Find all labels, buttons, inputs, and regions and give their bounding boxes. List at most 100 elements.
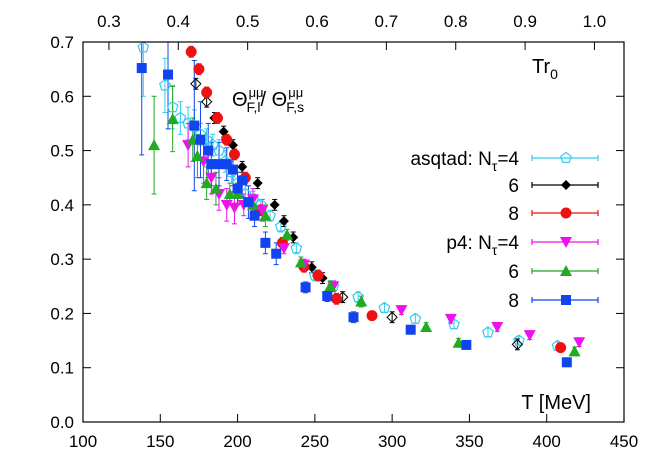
series-1-point bbox=[200, 96, 213, 108]
series-5-point bbox=[237, 175, 248, 186]
series-4-point bbox=[166, 113, 179, 125]
series-5-point bbox=[260, 237, 271, 248]
series-3-point bbox=[228, 202, 241, 214]
series-0-point bbox=[290, 242, 303, 254]
series-4-point bbox=[420, 321, 433, 332]
series-1-point bbox=[306, 262, 317, 273]
legend-label-2: 8 bbox=[508, 204, 519, 225]
y-tick-label: 0.1 bbox=[50, 359, 74, 378]
series-3-point bbox=[523, 330, 536, 342]
x2-tick-label: 0.7 bbox=[375, 12, 399, 31]
series-0-point bbox=[137, 41, 150, 53]
x-tick-label: 400 bbox=[533, 432, 561, 451]
data-markers bbox=[136, 41, 586, 368]
series-1-point bbox=[511, 338, 524, 351]
x-tick-label: 250 bbox=[301, 432, 329, 451]
series-2-point bbox=[366, 310, 378, 322]
legend-marker-5 bbox=[561, 295, 571, 305]
legend-marker-4 bbox=[560, 265, 572, 276]
y-tick-label: 0.7 bbox=[50, 33, 74, 52]
series-0-point bbox=[409, 312, 422, 324]
x2-label-sub: 0 bbox=[550, 66, 558, 82]
series-4-point bbox=[568, 345, 581, 357]
legend-label-main: 6 bbox=[508, 262, 519, 283]
x2-axis-label: Tr0 bbox=[532, 56, 558, 82]
series-3-point bbox=[573, 337, 586, 349]
x2-tick-label: 1.0 bbox=[583, 12, 607, 31]
legend-marker-3 bbox=[560, 237, 572, 248]
series-2-point bbox=[201, 86, 213, 98]
series-1-point bbox=[288, 232, 299, 243]
axis-ticks: 100 150 200 250 300 350 400 450 0.0 0.1 0.2 0.3 0.4 0… bbox=[50, 12, 638, 451]
legend-label-5: 8 bbox=[508, 291, 519, 312]
legend-label-1: 6 bbox=[508, 176, 519, 197]
x-tick-label: 350 bbox=[455, 432, 483, 451]
ratio-den-sup: μμ bbox=[288, 85, 303, 100]
series-5-point bbox=[189, 120, 200, 131]
series-4-point bbox=[200, 177, 213, 189]
series-0-point bbox=[481, 326, 494, 338]
series-1-point bbox=[269, 199, 280, 210]
series-5-point bbox=[221, 159, 232, 170]
series-4-point bbox=[355, 295, 368, 307]
series-2-point bbox=[193, 63, 205, 75]
series-4-point bbox=[259, 209, 272, 221]
ratio-sep: / bbox=[261, 89, 272, 111]
series-3-point bbox=[205, 172, 218, 184]
ratio-num-sup: μμ bbox=[249, 85, 264, 100]
series-5-point bbox=[163, 69, 174, 80]
series-0-point bbox=[378, 301, 391, 313]
series-1-point bbox=[218, 126, 229, 137]
series-1-point bbox=[386, 311, 398, 323]
series-2-point bbox=[228, 148, 240, 160]
series-4-point bbox=[281, 228, 294, 240]
legend-label-3: p4: Nτ=4 bbox=[446, 233, 519, 258]
legend-label-sub: τ bbox=[492, 158, 498, 174]
series-5-point bbox=[203, 145, 214, 156]
series-2-point bbox=[221, 134, 233, 146]
x-tick-label: 200 bbox=[223, 432, 251, 451]
series-5-point bbox=[249, 210, 260, 221]
y-tick-label: 0.0 bbox=[50, 413, 74, 432]
series-1-point bbox=[190, 78, 202, 90]
series-4-point bbox=[191, 150, 204, 161]
y-tick-label: 0.4 bbox=[50, 196, 74, 215]
y-tick-label: 0.6 bbox=[50, 87, 74, 106]
legend-label-main: 6 bbox=[508, 176, 519, 197]
x-tick-label: 150 bbox=[146, 432, 174, 451]
series-5-point bbox=[136, 63, 147, 74]
y-tick-label: 0.5 bbox=[50, 142, 74, 161]
legend-label-0: asqtad: Nτ=4 bbox=[410, 149, 519, 174]
series-5-point bbox=[206, 159, 217, 170]
series-4-point bbox=[294, 256, 307, 268]
series-3-point bbox=[491, 322, 504, 333]
series-4-point bbox=[223, 188, 236, 199]
legend-label-main: p4: N bbox=[446, 233, 491, 254]
legend-marker-2 bbox=[560, 207, 572, 219]
legend-label-suffix: =4 bbox=[497, 233, 519, 254]
series-5-point bbox=[405, 324, 416, 335]
series-5-point bbox=[461, 339, 472, 350]
ratio-num-base: Θ bbox=[232, 89, 248, 111]
ratio-num-sub: F,l bbox=[247, 99, 261, 115]
series-2-point bbox=[312, 269, 324, 281]
x2-tick-label: 0.5 bbox=[236, 12, 260, 31]
series-3-point bbox=[256, 205, 269, 217]
series-3-point bbox=[395, 305, 408, 317]
series-2-point bbox=[211, 112, 223, 124]
series-3-point bbox=[444, 313, 457, 325]
series-5-point bbox=[214, 159, 225, 170]
legend-marker-0 bbox=[560, 151, 572, 163]
series-2-point bbox=[555, 342, 567, 354]
legend-label-main: 8 bbox=[508, 204, 519, 225]
legend-label-4: 6 bbox=[508, 262, 519, 283]
x-tick-label: 300 bbox=[378, 432, 406, 451]
y-tick-label: 0.2 bbox=[50, 304, 74, 323]
series-5-point bbox=[300, 282, 311, 293]
series-5-point bbox=[271, 248, 282, 259]
series-1-point bbox=[252, 178, 263, 189]
series-0-point bbox=[166, 100, 179, 113]
series-2-point bbox=[330, 293, 342, 305]
